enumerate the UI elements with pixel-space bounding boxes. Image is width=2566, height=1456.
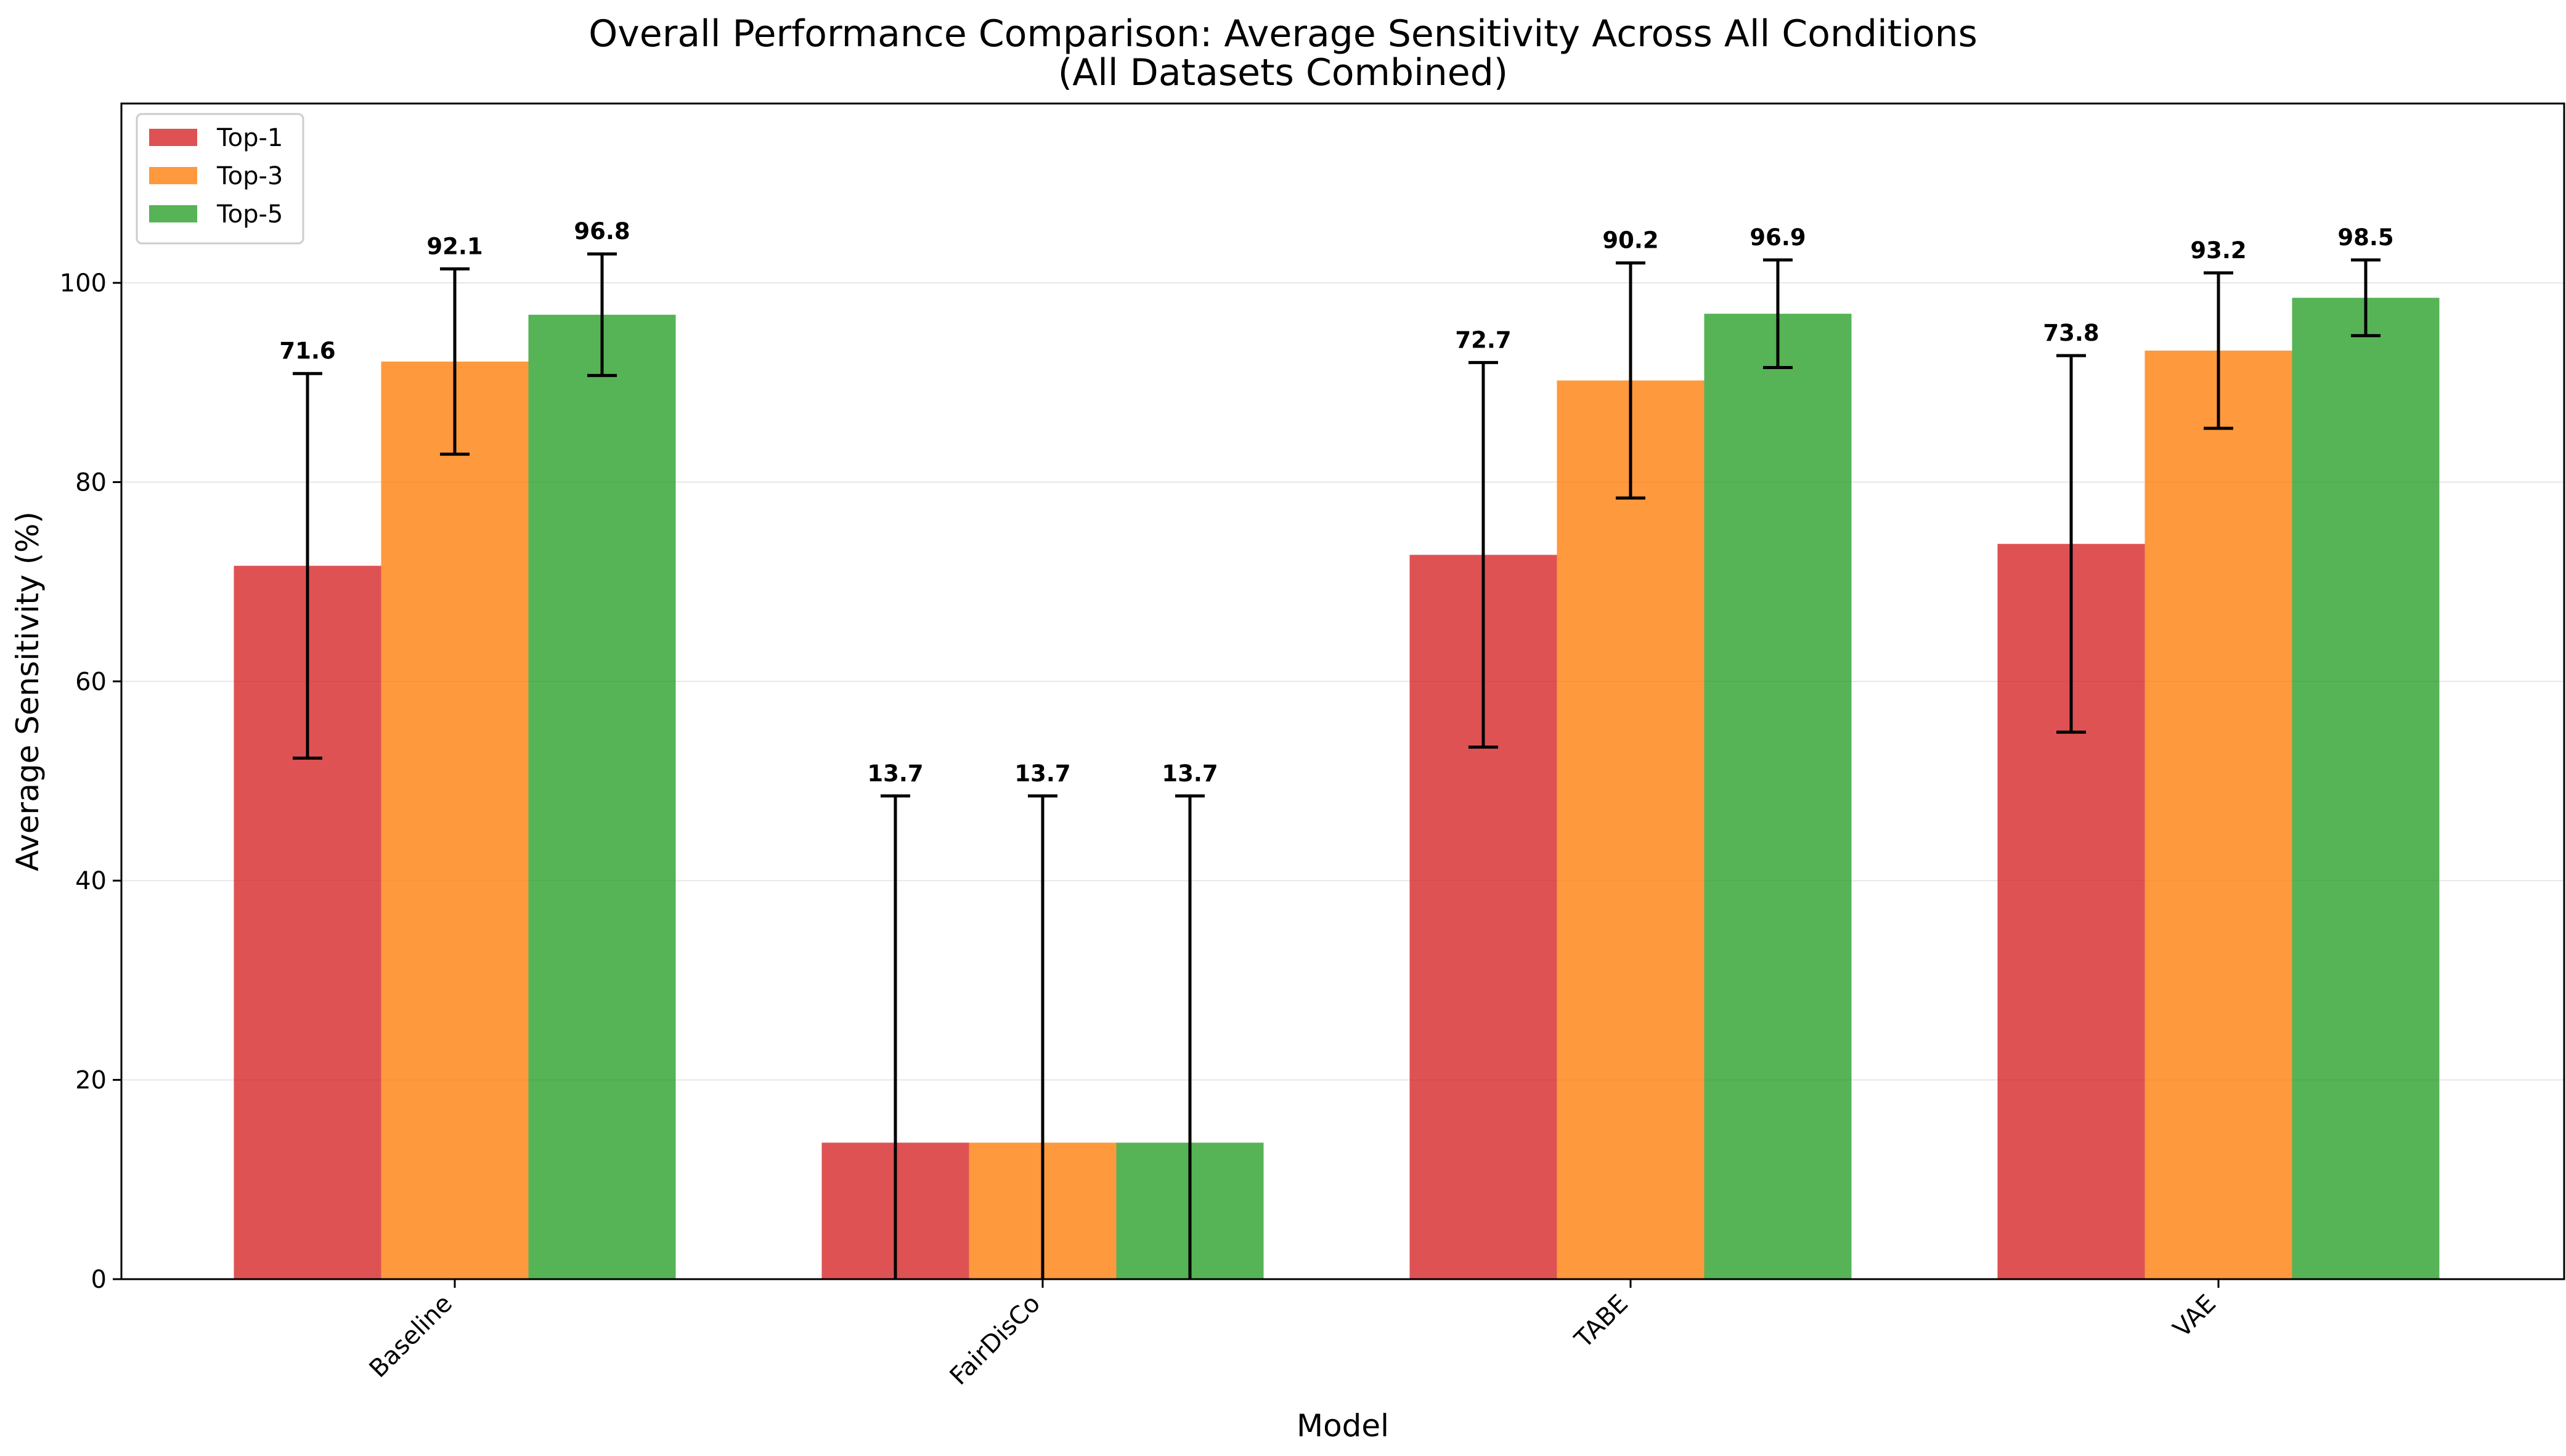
x-axis-label: Model: [1297, 1408, 1389, 1444]
value-label: 13.7: [1014, 760, 1070, 787]
bar-top-5-tabe: [1704, 314, 1852, 1279]
chart-subtitle: (All Datasets Combined): [1058, 51, 1508, 94]
value-label: 71.6: [279, 338, 335, 364]
legend-label-top-1: Top-1: [216, 124, 283, 152]
legend-swatch-top-3: [149, 167, 197, 184]
value-label: 92.1: [426, 233, 483, 259]
y-tick-label: 100: [60, 269, 107, 298]
x-tick-label: VAE: [2168, 1290, 2222, 1343]
error-bars: [293, 252, 2381, 1279]
legend-swatch-top-5: [149, 205, 197, 222]
plot-frame: [120, 102, 2565, 1280]
legend-swatch-top-1: [149, 129, 197, 146]
value-labels: 71.6 92.1 96.8 13.7 13.7 13.7 72.7 90.2 96.9 73.8…: [279, 218, 2393, 787]
y-tick-label: 20: [75, 1067, 107, 1095]
y-tick-label: 0: [91, 1266, 107, 1294]
value-label: 13.7: [1162, 760, 1218, 787]
legend: Top-1 Top-3 Top-5: [136, 113, 304, 245]
bar-top-3-vae: [2144, 351, 2292, 1279]
value-label: 90.2: [1602, 227, 1658, 254]
y-tick-label: 40: [75, 867, 107, 895]
chart-title: Overall Performance Comparison: Average …: [589, 12, 1977, 55]
value-label: 13.7: [867, 760, 923, 787]
bar-top-3-baseline: [381, 361, 529, 1280]
value-label: 93.2: [2190, 237, 2246, 264]
bar-top-3-tabe: [1557, 380, 1705, 1279]
value-label: 73.8: [2043, 320, 2099, 346]
value-label: 98.5: [2337, 224, 2393, 251]
legend-label-top-5: Top-5: [216, 200, 283, 229]
bars: [234, 298, 2440, 1280]
x-tick-label: TABE: [1569, 1290, 1634, 1354]
bar-top-5-baseline: [528, 314, 676, 1279]
y-axis-label: Average Sensitivity (%): [10, 511, 46, 871]
y-tick-label: 60: [75, 668, 107, 696]
value-label: 72.7: [1455, 327, 1511, 353]
bar-top-5-vae: [2292, 298, 2440, 1280]
x-tick-label: Baseline: [364, 1290, 458, 1383]
value-label: 96.9: [1749, 224, 1806, 251]
legend-label-top-3: Top-3: [216, 162, 283, 190]
value-label: 96.8: [574, 218, 630, 245]
y-tick-label: 80: [75, 468, 107, 497]
x-tick-label: FairDisCo: [945, 1290, 1046, 1391]
